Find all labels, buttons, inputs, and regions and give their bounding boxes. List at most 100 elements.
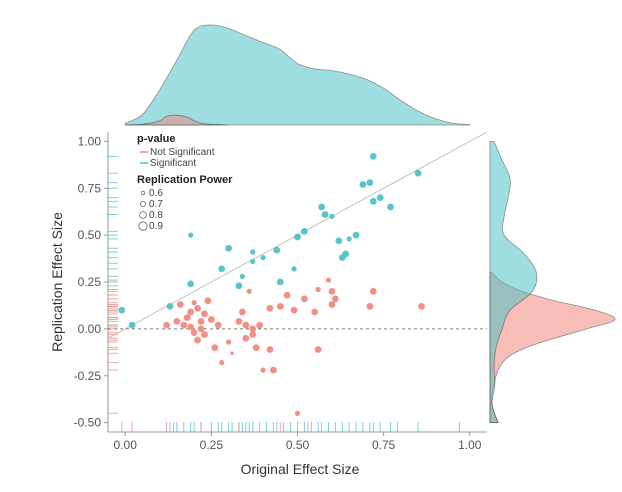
point-not-significant xyxy=(242,334,250,342)
point-not-significant xyxy=(173,317,181,325)
point-not-significant xyxy=(197,325,205,333)
point-not-significant xyxy=(187,308,195,316)
legend-size-0.8-label: 0.8 xyxy=(149,210,163,221)
x-tick-label: 0.25 xyxy=(200,438,224,452)
point-not-significant xyxy=(369,287,377,295)
point-significant xyxy=(250,249,256,255)
x-axis-title: Original Effect Size xyxy=(241,461,360,477)
point-not-significant xyxy=(242,321,250,329)
point-not-significant xyxy=(311,308,319,316)
point-not-significant xyxy=(249,325,257,333)
point-significant xyxy=(128,321,136,329)
point-not-significant xyxy=(201,331,208,338)
point-not-significant xyxy=(276,302,284,310)
point-significant xyxy=(291,266,297,272)
point-significant xyxy=(318,203,326,211)
rug-marks xyxy=(108,155,460,432)
point-significant xyxy=(239,273,245,279)
point-significant xyxy=(366,179,374,187)
point-significant xyxy=(329,213,335,219)
data-points xyxy=(118,152,425,416)
point-not-significant xyxy=(190,329,198,337)
point-not-significant xyxy=(266,346,274,353)
point-significant xyxy=(250,258,256,264)
right-marginal-density xyxy=(489,140,616,424)
point-not-significant xyxy=(183,314,191,322)
point-not-significant xyxy=(315,286,321,293)
legend-not-significant-label: Not Significant xyxy=(150,147,215,158)
point-significant xyxy=(414,169,422,177)
point-not-significant xyxy=(211,344,219,352)
y-tick-label: -0.50 xyxy=(74,416,102,430)
point-significant xyxy=(260,255,266,261)
legend-color-title: p-value xyxy=(137,133,176,145)
point-significant xyxy=(335,237,343,245)
plot-panel: 0.00 0.25 0.50 0.75 1.00 1.000.750.500.250.0… xyxy=(74,131,488,452)
point-not-significant xyxy=(249,331,257,338)
point-significant xyxy=(369,197,377,205)
point-not-significant xyxy=(194,304,201,312)
point-not-significant xyxy=(283,291,291,299)
top-density-significant xyxy=(124,24,471,126)
y-tick-label: -0.25 xyxy=(74,369,102,383)
legend-size-0.6-swatch xyxy=(140,190,146,196)
top-marginal-density xyxy=(124,24,471,126)
point-significant xyxy=(166,302,174,310)
point-not-significant xyxy=(314,346,322,353)
point-not-significant xyxy=(194,336,201,344)
point-significant xyxy=(218,265,226,273)
point-significant xyxy=(273,246,281,254)
point-significant xyxy=(235,282,243,290)
y-axis-title: Replication Effect Size xyxy=(49,212,65,352)
point-not-significant xyxy=(238,308,246,316)
legend: p-value Not Significant Significant Repl… xyxy=(137,133,233,232)
point-significant xyxy=(346,236,352,242)
point-not-significant xyxy=(235,317,243,325)
x-tick-label: 0.50 xyxy=(286,438,310,452)
right-density-significant xyxy=(489,140,538,424)
point-not-significant xyxy=(214,321,222,329)
point-not-significant xyxy=(207,316,215,323)
legend-size-0.9-swatch xyxy=(138,221,148,231)
top-density-not-significant xyxy=(125,114,229,126)
point-not-significant xyxy=(187,323,195,331)
x-tick-label: 0.75 xyxy=(372,438,396,452)
point-not-significant xyxy=(246,288,252,294)
point-not-significant xyxy=(256,321,263,329)
point-not-significant xyxy=(366,302,374,310)
point-significant xyxy=(188,232,194,238)
point-not-significant xyxy=(163,321,170,329)
point-not-significant xyxy=(325,277,332,283)
y-tick-label: 0.50 xyxy=(78,228,102,242)
point-significant xyxy=(369,152,377,160)
point-significant xyxy=(376,194,384,202)
point-not-significant xyxy=(300,295,308,303)
point-not-significant xyxy=(201,310,208,318)
point-not-significant xyxy=(191,300,197,306)
point-not-significant xyxy=(294,410,301,416)
point-not-significant xyxy=(252,344,260,352)
point-not-significant xyxy=(225,339,232,345)
y-tick-label: 0.25 xyxy=(78,275,102,289)
point-significant xyxy=(387,203,394,211)
point-significant xyxy=(276,278,284,286)
x-tick-label: 1.00 xyxy=(458,438,482,452)
point-not-significant xyxy=(176,301,184,308)
legend-size-0.7-label: 0.7 xyxy=(149,199,163,210)
y-tick-label: 0.00 xyxy=(78,322,102,336)
point-not-significant xyxy=(230,351,234,356)
y-axis-ticks: 1.00 0.75 0.50 0.25 0.00 -0.25 -0.50 xyxy=(74,134,108,430)
legend-size-0.8-swatch xyxy=(139,211,147,219)
point-significant xyxy=(187,280,195,288)
point-not-significant xyxy=(290,306,298,314)
point-not-significant xyxy=(197,317,205,325)
point-not-significant xyxy=(180,321,188,329)
point-significant xyxy=(342,250,350,258)
point-not-significant xyxy=(332,295,339,303)
point-significant xyxy=(321,211,329,218)
point-significant xyxy=(359,181,367,188)
x-tick-label: 0.00 xyxy=(114,438,138,452)
y-tick-label: 0.75 xyxy=(78,181,102,195)
point-significant xyxy=(118,306,126,314)
